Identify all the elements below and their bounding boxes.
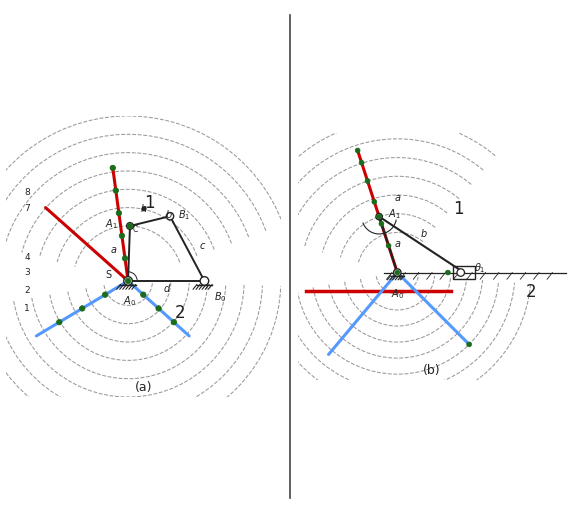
Text: $A_1$: $A_1$ [105,218,118,231]
Text: 1: 1 [453,200,464,218]
Circle shape [113,188,119,193]
Circle shape [379,221,384,226]
Circle shape [457,269,464,277]
Circle shape [355,148,360,153]
Text: 1: 1 [144,193,155,212]
Circle shape [122,255,128,261]
Circle shape [142,207,146,211]
Text: (a): (a) [135,381,152,394]
Circle shape [200,277,209,285]
Circle shape [126,223,133,229]
Text: a: a [111,245,117,255]
Text: d: d [163,284,170,293]
Text: 8: 8 [25,188,30,198]
Text: C: C [133,225,138,234]
Circle shape [395,270,400,275]
Text: 2: 2 [25,286,30,295]
Circle shape [376,213,383,220]
Circle shape [467,342,472,347]
Text: 1: 1 [25,305,30,313]
Text: S: S [105,270,111,280]
Text: 2: 2 [526,283,536,301]
Circle shape [377,214,381,219]
Circle shape [386,243,391,248]
Circle shape [57,320,62,325]
Circle shape [127,223,133,229]
Bar [453,266,474,279]
Circle shape [171,320,177,325]
Text: $A_0$: $A_0$ [123,294,136,308]
Circle shape [119,233,125,239]
Circle shape [80,306,85,311]
Circle shape [446,270,450,275]
Circle shape [394,269,401,277]
Text: c: c [199,241,205,250]
Text: 3: 3 [25,268,30,277]
Text: 7: 7 [25,204,30,213]
Text: b: b [165,210,171,220]
Text: $A_0$: $A_0$ [391,287,404,301]
Circle shape [116,210,122,216]
Text: $A_1$: $A_1$ [388,207,401,221]
Circle shape [156,306,161,311]
Text: a: a [395,239,401,249]
Text: b: b [421,229,427,239]
Circle shape [365,179,370,183]
Text: a: a [395,192,401,203]
Text: h: h [141,204,147,214]
Text: 2: 2 [175,304,185,322]
Circle shape [124,277,132,285]
Circle shape [102,292,108,298]
Text: (b): (b) [424,364,441,377]
Circle shape [110,165,115,171]
Text: 4: 4 [25,252,30,262]
Circle shape [166,212,174,220]
Text: $\theta_1$: $\theta_1$ [474,261,486,274]
Circle shape [140,292,146,298]
Circle shape [372,200,377,204]
Text: $B_1$: $B_1$ [178,208,190,222]
Circle shape [359,160,364,165]
Circle shape [125,278,131,284]
Text: $B_0$: $B_0$ [214,290,226,304]
